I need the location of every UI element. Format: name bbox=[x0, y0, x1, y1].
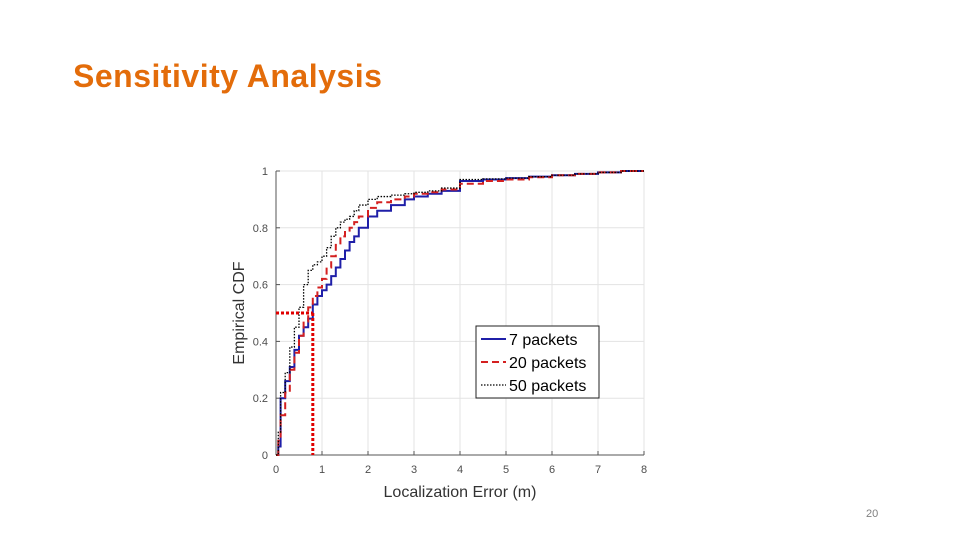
grid bbox=[275, 170, 645, 456]
x-tick-label: 1 bbox=[319, 464, 325, 476]
legend-label: 50 packets bbox=[509, 378, 586, 395]
y-tick-label: 0 bbox=[262, 450, 268, 462]
legend-label: 7 packets bbox=[509, 332, 577, 349]
y-tick-label: 0.6 bbox=[253, 280, 268, 292]
series-line-20-packets bbox=[276, 170, 644, 456]
x-tick-label: 8 bbox=[641, 464, 647, 476]
series-group bbox=[276, 170, 644, 456]
x-tick-label: 6 bbox=[549, 464, 555, 476]
x-tick-label: 4 bbox=[457, 464, 463, 476]
legend-label: 20 packets bbox=[509, 355, 586, 372]
axes: 0 1 2 3 4 5 6 7 8 0 0.2 0.4 0.6 0.8 1 bbox=[253, 166, 647, 476]
x-tick-label: 2 bbox=[365, 464, 371, 476]
slide-title: Sensitivity Analysis bbox=[73, 58, 383, 94]
x-tick-label: 7 bbox=[595, 464, 601, 476]
y-axis-label: Empirical CDF bbox=[231, 261, 248, 364]
x-axis-label: Localization Error (m) bbox=[384, 484, 537, 501]
x-tick-label: 0 bbox=[273, 464, 279, 476]
legend: 7 packets 20 packets 50 packets bbox=[475, 325, 600, 399]
y-tick-label: 0.8 bbox=[253, 223, 268, 235]
y-tick-label: 0.4 bbox=[253, 336, 268, 348]
x-tick-label: 3 bbox=[411, 464, 417, 476]
median-highlight bbox=[276, 311, 315, 455]
y-tick-label: 1 bbox=[262, 166, 268, 178]
x-tick-label: 5 bbox=[503, 464, 509, 476]
y-tick-label: 0.2 bbox=[253, 393, 268, 405]
page-number: 20 bbox=[866, 508, 879, 520]
